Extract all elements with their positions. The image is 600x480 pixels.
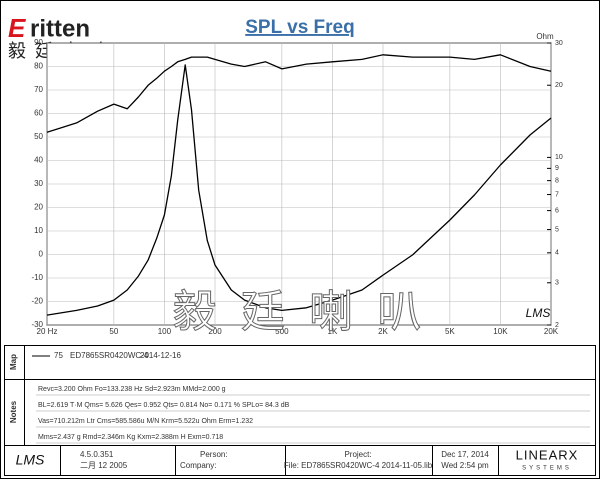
y2-tick-label: 6	[555, 207, 559, 214]
x-tick-label: 1K	[328, 327, 338, 336]
x-tick-label: 10K	[493, 327, 508, 336]
y-tick-label: 80	[34, 62, 43, 71]
footer-version: 4.5.0.351	[80, 450, 114, 459]
note-line: Revc=3.200 Ohm Fo=133.238 Hz Sd=2.923m M…	[38, 386, 226, 393]
x-tick-label: 200	[208, 327, 222, 336]
footer-file: File: ED7865SR0420WC-4 2014-11-05.lib	[284, 461, 433, 470]
y2-tick-label: 3	[555, 280, 559, 287]
footer-vendor: LINEARX	[516, 447, 579, 462]
footer-vendor-sub: SYSTEMS	[522, 466, 572, 472]
x-tick-label: 20 Hz	[37, 327, 58, 336]
y2-tick-label: 20	[555, 82, 563, 89]
series-line	[46, 64, 552, 316]
series-line	[46, 54, 552, 133]
watermark-software: LMS	[526, 306, 551, 320]
y2-tick-label: 9	[555, 165, 559, 172]
y-tick-label: 60	[34, 109, 43, 118]
legend-name: ED7865SR0420WC-4	[70, 351, 149, 360]
y-tick-label: 40	[34, 156, 43, 165]
legend-number: 75	[54, 351, 63, 360]
y-tick-label: -10	[31, 273, 43, 282]
plot-area: 20 Hz 50 100 200 500 1K 2K 5K 10K 20K -30 -20 -10 0 10…	[31, 38, 562, 336]
note-line: Mms=2.437 g Rmd=2.346m Kg Kxm=2.388m H E…	[38, 434, 223, 441]
x-tick-label: 500	[275, 327, 289, 336]
y2-tick-label: 4	[555, 250, 559, 257]
footer-project: Project:	[344, 450, 371, 459]
footer-panel	[4, 445, 596, 476]
y2-tick-label: 2	[555, 322, 559, 329]
footer-build-date: 二月 12 2005	[80, 461, 128, 470]
x-tick-label: 20K	[544, 327, 559, 336]
y2-tick-label: 10	[555, 154, 563, 161]
chart-title: SPL vs Freq	[245, 17, 354, 38]
y2-tick-label: 7	[555, 191, 559, 198]
y-tick-label: 70	[34, 85, 43, 94]
x-tick-label: 50	[109, 327, 118, 336]
y-tick-label: 90	[34, 38, 43, 47]
footer-time: Wed 2:54 pm	[441, 461, 489, 470]
y-tick-label: -30	[31, 320, 43, 329]
footer-person: Person:	[200, 450, 228, 459]
footer-date: Dec 17, 2014	[441, 450, 489, 459]
map-label: Map	[9, 354, 18, 370]
y-tick-label: -20	[31, 297, 43, 306]
y-tick-label: 0	[39, 250, 44, 259]
x-tick-label: 2K	[378, 327, 388, 336]
note-line: Vas=710.212m Ltr Cms=585.586u M/N Krm=5.…	[38, 418, 253, 425]
note-line: BL=2.619 T·M Qms= 5.626 Qes= 0.952 Qts= …	[38, 402, 290, 409]
y2-tick-label: 8	[555, 177, 559, 184]
logo-initial: E	[8, 13, 26, 43]
watermark-chinese: 毅 廷 喇 叭	[173, 288, 428, 337]
y2-axis-label: Ohm	[536, 32, 554, 41]
y2-tick-label: 5	[555, 226, 559, 233]
footer-software: LMS	[16, 452, 45, 468]
legend-date: 2014-12-16	[140, 351, 181, 360]
x-tick-label: 100	[158, 327, 172, 336]
footer-company: Company:	[180, 461, 216, 470]
y-tick-label: 10	[34, 226, 43, 235]
logo-brand: ritten	[30, 15, 90, 42]
notes-label: Notes	[9, 400, 18, 423]
y-tick-label: 30	[34, 179, 43, 188]
footer-dividers	[60, 445, 499, 476]
x-tick-label: 5K	[445, 327, 455, 336]
y2-tick-label: 30	[555, 40, 563, 47]
notes-lines: Revc=3.200 Ohm Fo=133.238 Hz Sd=2.923m M…	[36, 386, 590, 444]
y-tick-label: 20	[34, 203, 43, 212]
y-tick-label: 50	[34, 132, 43, 141]
